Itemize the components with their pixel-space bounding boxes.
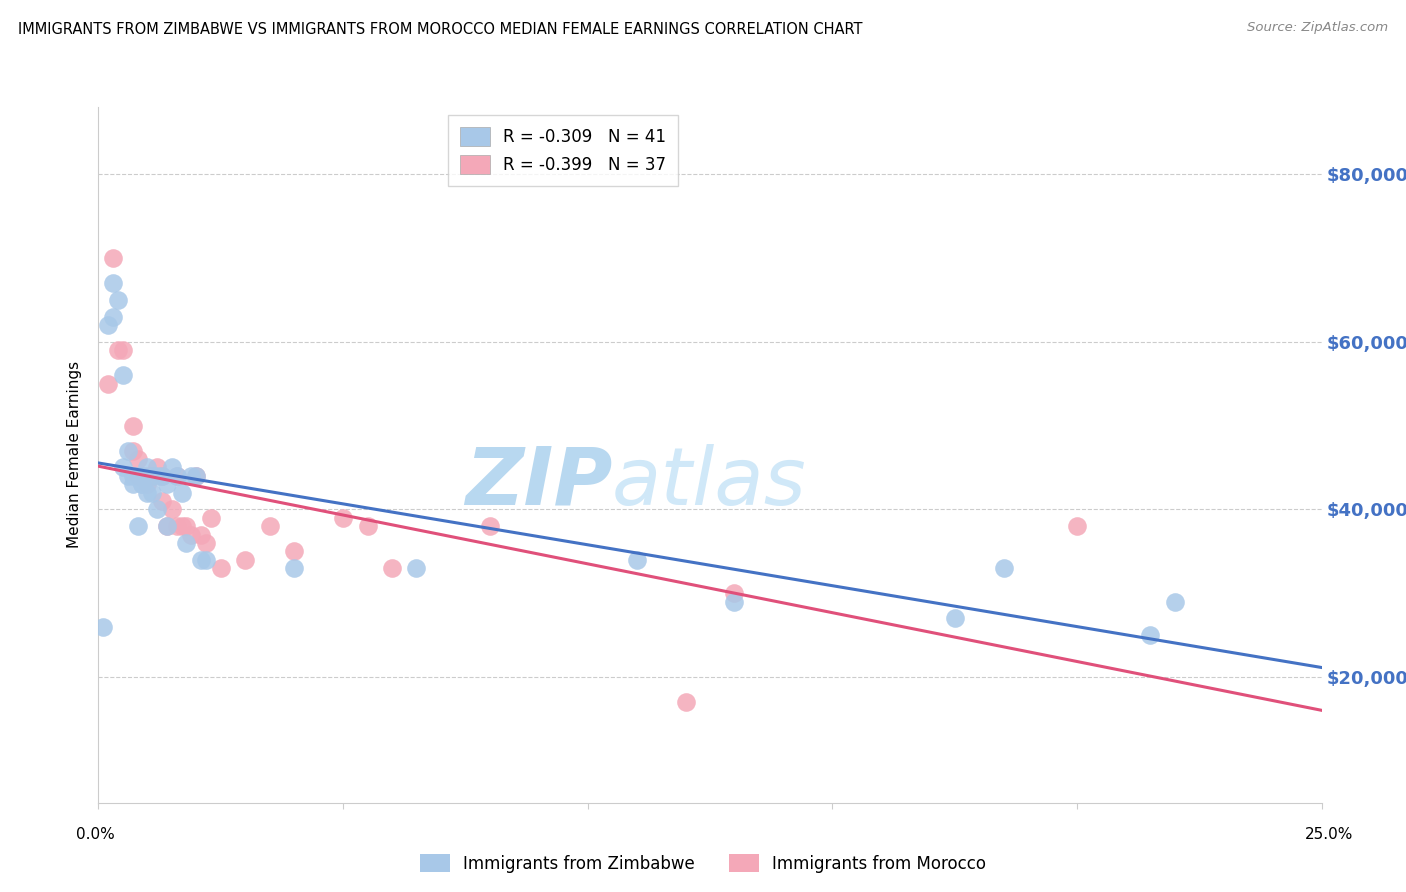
Point bbox=[675, 695, 697, 709]
Point bbox=[121, 477, 143, 491]
Point bbox=[107, 343, 129, 358]
Point bbox=[111, 343, 134, 358]
Point bbox=[150, 468, 173, 483]
Point bbox=[150, 494, 173, 508]
Point bbox=[141, 468, 163, 483]
Point bbox=[127, 468, 149, 483]
Point bbox=[626, 552, 648, 566]
Point bbox=[166, 468, 188, 483]
Point bbox=[170, 519, 193, 533]
Point bbox=[117, 443, 139, 458]
Point bbox=[146, 502, 169, 516]
Point bbox=[127, 452, 149, 467]
Point bbox=[150, 468, 173, 483]
Point bbox=[259, 519, 281, 533]
Point bbox=[101, 276, 124, 290]
Legend: Immigrants from Zimbabwe, Immigrants from Morocco: Immigrants from Zimbabwe, Immigrants fro… bbox=[413, 847, 993, 880]
Point bbox=[943, 611, 966, 625]
Text: atlas: atlas bbox=[612, 443, 807, 522]
Point bbox=[160, 460, 183, 475]
Point bbox=[1066, 519, 1088, 533]
Text: IMMIGRANTS FROM ZIMBABWE VS IMMIGRANTS FROM MOROCCO MEDIAN FEMALE EARNINGS CORRE: IMMIGRANTS FROM ZIMBABWE VS IMMIGRANTS F… bbox=[18, 22, 863, 37]
Point bbox=[136, 477, 159, 491]
Point bbox=[101, 251, 124, 265]
Point bbox=[107, 293, 129, 307]
Point bbox=[186, 468, 208, 483]
Text: 25.0%: 25.0% bbox=[1305, 827, 1353, 841]
Point bbox=[141, 485, 163, 500]
Point bbox=[723, 594, 745, 608]
Point bbox=[176, 536, 198, 550]
Point bbox=[156, 519, 179, 533]
Point bbox=[723, 586, 745, 600]
Point bbox=[176, 519, 198, 533]
Point bbox=[97, 318, 120, 332]
Point bbox=[283, 561, 305, 575]
Point bbox=[332, 510, 354, 524]
Point bbox=[91, 620, 114, 634]
Text: ZIP: ZIP bbox=[465, 443, 612, 522]
Point bbox=[405, 561, 427, 575]
Point bbox=[146, 468, 169, 483]
Point bbox=[127, 519, 149, 533]
Point bbox=[131, 477, 153, 491]
Point bbox=[136, 485, 159, 500]
Point bbox=[146, 460, 169, 475]
Point bbox=[1164, 594, 1187, 608]
Point bbox=[131, 477, 153, 491]
Point bbox=[209, 561, 232, 575]
Point bbox=[180, 468, 202, 483]
Point bbox=[170, 485, 193, 500]
Point bbox=[166, 468, 188, 483]
Point bbox=[97, 376, 120, 391]
Point bbox=[121, 418, 143, 433]
Point bbox=[156, 477, 179, 491]
Point bbox=[233, 552, 256, 566]
Point bbox=[195, 536, 218, 550]
Point bbox=[121, 443, 143, 458]
Point bbox=[156, 519, 179, 533]
Point bbox=[356, 519, 378, 533]
Point bbox=[136, 460, 159, 475]
Point bbox=[195, 552, 218, 566]
Legend: R = -0.309   N = 41, R = -0.399   N = 37: R = -0.309 N = 41, R = -0.399 N = 37 bbox=[449, 115, 678, 186]
Point bbox=[117, 468, 139, 483]
Point bbox=[381, 561, 404, 575]
Point bbox=[111, 460, 134, 475]
Point bbox=[136, 468, 159, 483]
Point bbox=[200, 510, 222, 524]
Y-axis label: Median Female Earnings: Median Female Earnings bbox=[67, 361, 83, 549]
Point bbox=[993, 561, 1015, 575]
Text: Source: ZipAtlas.com: Source: ZipAtlas.com bbox=[1247, 21, 1388, 34]
Point bbox=[141, 468, 163, 483]
Point bbox=[190, 552, 212, 566]
Point bbox=[160, 502, 183, 516]
Text: 0.0%: 0.0% bbox=[76, 827, 115, 841]
Point bbox=[166, 519, 188, 533]
Point bbox=[131, 468, 153, 483]
Point bbox=[190, 527, 212, 541]
Point bbox=[111, 368, 134, 383]
Point bbox=[101, 310, 124, 324]
Point bbox=[180, 527, 202, 541]
Point bbox=[283, 544, 305, 558]
Point bbox=[1139, 628, 1161, 642]
Point bbox=[127, 468, 149, 483]
Point bbox=[186, 468, 208, 483]
Point bbox=[121, 468, 143, 483]
Point bbox=[131, 468, 153, 483]
Point bbox=[478, 519, 501, 533]
